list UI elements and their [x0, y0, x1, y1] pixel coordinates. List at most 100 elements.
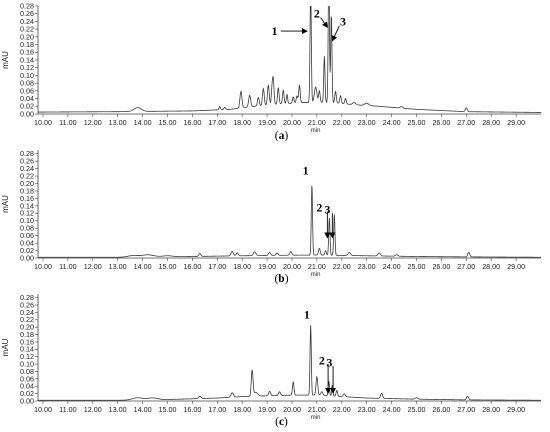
x-tick-label: 16.00	[183, 118, 201, 127]
peak-label: 3	[326, 355, 332, 369]
x-tick-label: 21.00	[308, 118, 326, 127]
panel-caption: (a)	[275, 130, 289, 142]
y-tick-label: 0.12	[20, 63, 34, 72]
y-tick-label: 0.22	[20, 315, 34, 324]
peak-label: 2	[319, 353, 325, 367]
chromatogram-panel: 0.000.020.040.060.080.100.120.140.160.18…	[1, 149, 541, 285]
y-tick-label: 0.14	[20, 345, 34, 354]
y-tick-label: 0.00	[20, 253, 34, 262]
x-tick-label: 24.00	[383, 405, 401, 414]
x-tick-label: 25.00	[407, 405, 425, 414]
y-tick-label: 0.20	[20, 32, 34, 41]
peak-arrow	[320, 17, 328, 29]
x-tick-label: 22.00	[333, 405, 351, 414]
y-tick-label: 0.08	[20, 224, 34, 233]
y-tick-label: 0.18	[20, 330, 34, 339]
x-axis-title: min	[311, 415, 321, 421]
x-tick-label: 13.00	[109, 262, 127, 271]
y-tick-label: 0.02	[20, 246, 34, 255]
x-tick-label: 21.00	[308, 405, 326, 414]
y-tick-label: 0.06	[20, 231, 34, 240]
x-tick-label: 23.00	[358, 405, 376, 414]
x-tick-label: 18.00	[233, 405, 251, 414]
y-tick-label: 0.16	[20, 337, 34, 346]
x-tick-label: 23.00	[358, 118, 376, 127]
x-tick-label: 28.00	[482, 118, 500, 127]
x-tick-label: 22.00	[333, 262, 351, 271]
x-tick-label: 29.00	[507, 262, 525, 271]
x-tick-label: 18.00	[233, 262, 251, 271]
x-tick-label: 27.00	[457, 262, 475, 271]
y-tick-label: 0.10	[20, 216, 34, 225]
y-axis-title: mAU	[1, 195, 10, 213]
x-tick-label: 16.00	[183, 405, 201, 414]
y-tick-label: 0.26	[20, 157, 34, 166]
y-axis-title: mAU	[1, 51, 10, 69]
y-tick-label: 0.00	[20, 109, 34, 118]
y-tick-label: 0.08	[20, 367, 34, 376]
x-tick-label: 19.00	[258, 262, 276, 271]
x-tick-label: 25.00	[407, 118, 425, 127]
y-tick-label: 0.16	[20, 48, 34, 57]
x-tick-label: 11.00	[59, 262, 76, 271]
y-tick-label: 0.04	[20, 382, 34, 391]
y-tick-label: 0.20	[20, 323, 34, 332]
y-tick-label: 0.12	[20, 352, 34, 361]
y-tick-label: 0.28	[20, 293, 34, 302]
peak-label: 2	[316, 201, 322, 215]
x-tick-label: 28.00	[482, 405, 500, 414]
panel-caption: (b)	[274, 273, 288, 285]
chromatogram-trace	[38, 6, 541, 113]
x-tick-label: 14.00	[134, 405, 152, 414]
y-tick-label: 0.20	[20, 179, 34, 188]
x-tick-label: 11.00	[59, 118, 76, 127]
x-tick-label: 20.00	[283, 118, 301, 127]
y-tick-label: 0.08	[20, 79, 34, 88]
peak-label: 3	[324, 203, 330, 217]
x-tick-label: 17.00	[208, 262, 226, 271]
x-tick-label: 11.00	[59, 405, 76, 414]
peak-label: 2	[314, 7, 320, 21]
y-tick-label: 0.10	[20, 360, 34, 369]
y-tick-label: 0.04	[20, 239, 34, 248]
y-tick-label: 0.26	[20, 300, 34, 309]
x-tick-label: 27.00	[457, 118, 475, 127]
x-tick-label: 10.00	[34, 118, 52, 127]
x-axis-title: min	[311, 128, 321, 134]
x-tick-label: 18.00	[233, 118, 251, 127]
peak-label: 1	[303, 163, 309, 177]
x-tick-label: 13.00	[109, 118, 127, 127]
x-tick-label: 14.00	[134, 118, 152, 127]
x-tick-label: 16.00	[183, 262, 201, 271]
y-tick-label: 0.18	[20, 40, 34, 49]
peak-label: 1	[304, 307, 310, 321]
y-tick-label: 0.24	[20, 308, 34, 317]
y-tick-label: 0.14	[20, 55, 34, 64]
x-tick-label: 27.00	[457, 405, 475, 414]
x-tick-label: 20.00	[283, 405, 301, 414]
x-tick-label: 19.00	[258, 405, 276, 414]
x-tick-label: 26.00	[432, 405, 450, 414]
y-tick-label: 0.24	[20, 17, 34, 26]
y-tick-label: 0.06	[20, 374, 34, 383]
x-tick-label: 19.00	[258, 118, 276, 127]
x-tick-label: 26.00	[432, 118, 450, 127]
chromatogram-panel: 0.000.020.040.060.080.100.120.140.160.18…	[1, 1, 541, 142]
y-tick-label: 0.16	[20, 194, 34, 203]
chromatogram-trace	[38, 325, 541, 401]
x-tick-label: 21.00	[308, 262, 326, 271]
chromatogram-panel: 0.000.020.040.060.080.100.120.140.160.18…	[1, 293, 541, 428]
x-tick-label: 26.00	[432, 262, 450, 271]
x-tick-label: 22.00	[333, 118, 351, 127]
y-tick-label: 0.02	[20, 389, 34, 398]
x-tick-label: 25.00	[407, 262, 425, 271]
x-tick-label: 12.00	[84, 405, 102, 414]
x-tick-label: 15.00	[158, 262, 176, 271]
y-tick-label: 0.28	[20, 1, 34, 10]
chromatogram-trace	[38, 185, 541, 258]
x-tick-label: 10.00	[34, 405, 52, 414]
x-tick-label: 23.00	[358, 262, 376, 271]
x-tick-label: 17.00	[208, 405, 226, 414]
y-tick-label: 0.22	[20, 171, 34, 180]
